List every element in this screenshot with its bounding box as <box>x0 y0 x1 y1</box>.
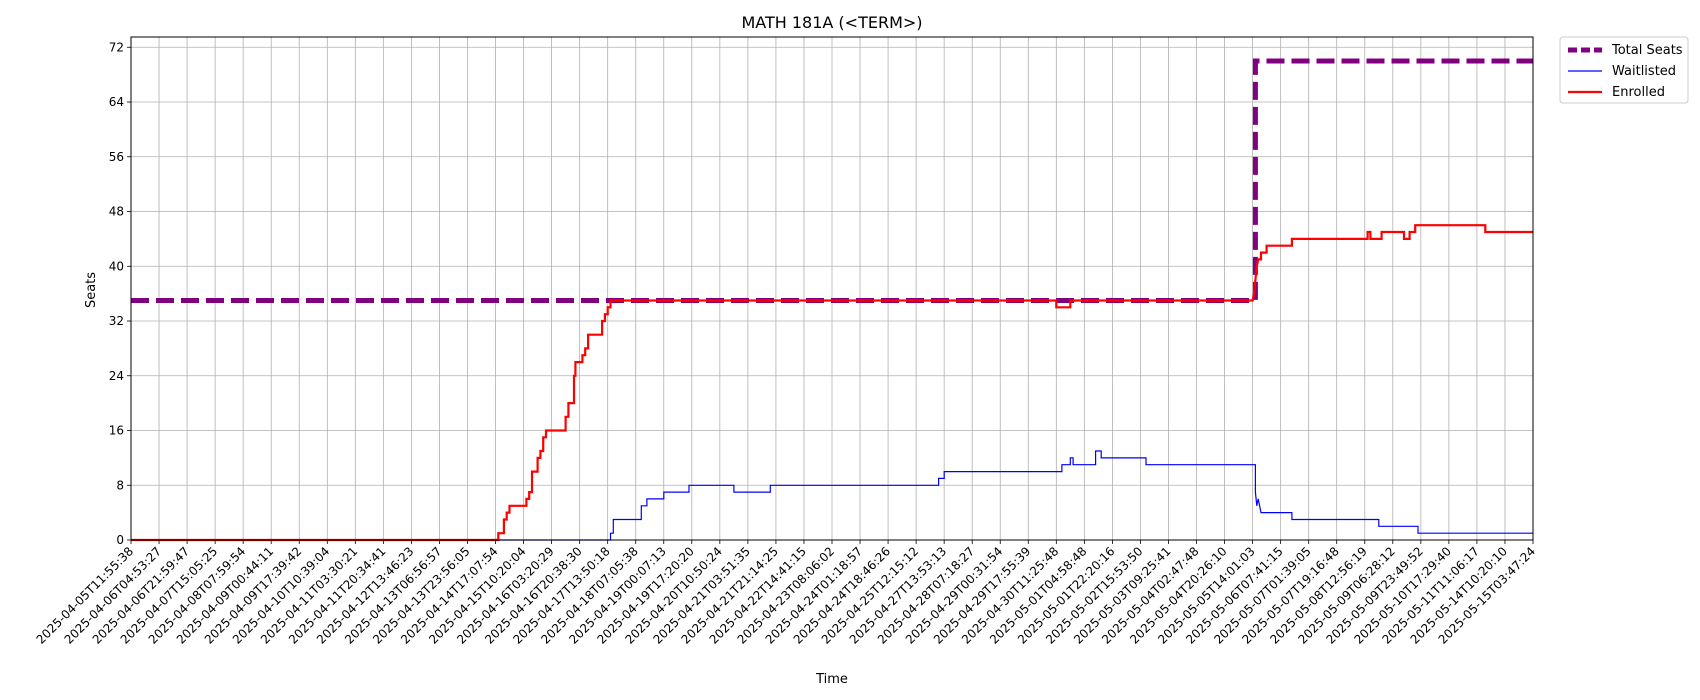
y-axis-label: Seats <box>84 272 99 308</box>
legend: Total Seats Waitlisted Enrolled <box>1559 36 1689 104</box>
legend-box <box>1559 36 1689 104</box>
y-tick-label: 40 <box>109 259 124 273</box>
legend-label: Enrolled <box>1612 85 1665 100</box>
y-tick-label: 48 <box>109 205 124 219</box>
legend-label: Total Seats <box>1611 43 1683 58</box>
grid-layer <box>130 37 1534 541</box>
y-tick-label: 8 <box>116 478 124 492</box>
series-line-enrolled <box>131 224 1533 542</box>
y-tick-label: 56 <box>109 150 124 164</box>
y-tick-label: 16 <box>109 424 124 438</box>
legend-label: Waitlisted <box>1612 64 1676 79</box>
chart-title: MATH 181A (<TERM>) <box>741 13 922 32</box>
y-tick-label: 0 <box>116 533 124 547</box>
x-axis-label: Time <box>815 672 848 687</box>
y-tick-label: 64 <box>109 95 124 109</box>
y-tick-label: 32 <box>109 314 124 328</box>
y-tick-label: 24 <box>109 369 124 383</box>
series-line-waitlisted <box>131 450 1533 541</box>
series-layer <box>131 58 1533 542</box>
y-tick-label: 72 <box>109 40 124 54</box>
